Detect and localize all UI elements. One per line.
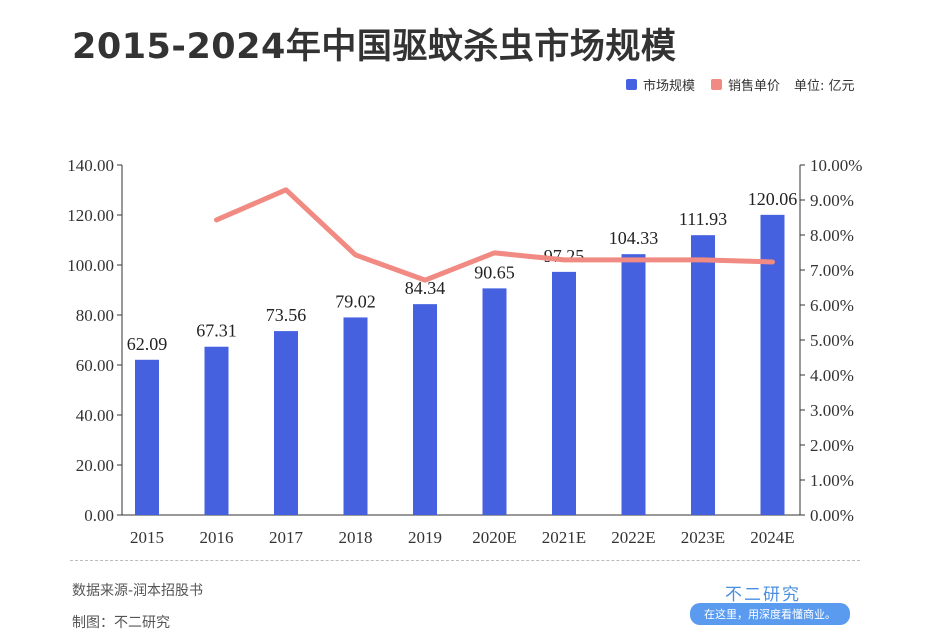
brand-logo: 不二研究 bbox=[725, 585, 801, 605]
bar-data-label: 73.56 bbox=[266, 305, 307, 325]
right-tick-label: 10.00% bbox=[810, 156, 862, 175]
bar-data-label: 111.93 bbox=[679, 209, 727, 229]
legend-line-swatch bbox=[711, 79, 723, 90]
legend: 市场规模 销售单价 单位: 亿元 bbox=[626, 75, 855, 94]
x-tick-label: 2015 bbox=[130, 528, 164, 547]
legend-bar-label: 市场规模 bbox=[643, 79, 696, 94]
bar bbox=[552, 271, 576, 515]
bar bbox=[413, 304, 437, 515]
right-tick-label: 7.00% bbox=[810, 261, 854, 280]
x-tick-label: 2022E bbox=[611, 528, 655, 547]
left-tick-label: 60.00 bbox=[76, 356, 114, 375]
left-tick-label: 80.00 bbox=[76, 306, 114, 325]
x-tick-label: 2023E bbox=[681, 528, 725, 547]
bar bbox=[760, 214, 785, 515]
right-tick-label: 9.00% bbox=[810, 191, 854, 210]
legend-bar-swatch bbox=[626, 79, 637, 90]
x-tick-label: 2017 bbox=[269, 528, 304, 547]
bar bbox=[621, 254, 646, 516]
bar bbox=[135, 359, 159, 515]
brand-slogan: 在这里，用深度看懂商业。 bbox=[690, 603, 850, 625]
bar-data-label: 62.09 bbox=[127, 334, 168, 354]
left-tick-label: 120.00 bbox=[67, 206, 114, 225]
bar-data-label: 90.65 bbox=[474, 262, 515, 282]
bar bbox=[691, 235, 715, 516]
bar bbox=[482, 288, 507, 515]
bar-data-label: 120.06 bbox=[748, 189, 798, 209]
right-tick-label: 1.00% bbox=[810, 471, 854, 490]
bar bbox=[204, 346, 229, 515]
maker-note: 制图：不二研究 bbox=[72, 615, 170, 631]
bar-data-label: 104.33 bbox=[609, 228, 659, 248]
bar-data-label: 79.02 bbox=[335, 291, 376, 311]
right-tick-label: 6.00% bbox=[810, 296, 854, 315]
x-tick-label: 2018 bbox=[339, 528, 373, 547]
x-tick-label: 2019 bbox=[408, 528, 442, 547]
x-tick-label: 2021E bbox=[542, 528, 586, 547]
right-tick-label: 0.00% bbox=[810, 506, 854, 525]
bar-data-label: 67.31 bbox=[196, 321, 237, 341]
bar bbox=[274, 331, 298, 515]
x-tick-label: 2024E bbox=[750, 528, 794, 547]
left-tick-label: 20.00 bbox=[76, 456, 114, 475]
right-tick-label: 5.00% bbox=[810, 331, 854, 350]
right-tick-label: 4.00% bbox=[810, 366, 854, 385]
right-tick-label: 8.00% bbox=[810, 226, 854, 245]
bar-data-label: 97.25 bbox=[544, 246, 585, 266]
left-tick-label: 100.00 bbox=[67, 256, 114, 275]
bar-data-label: 84.34 bbox=[405, 278, 446, 298]
bar bbox=[343, 317, 368, 515]
left-tick-label: 40.00 bbox=[76, 406, 114, 425]
left-tick-label: 0.00 bbox=[84, 506, 114, 525]
x-tick-label: 2016 bbox=[200, 528, 234, 547]
legend-line-label: 销售单价 bbox=[728, 79, 781, 94]
left-tick-label: 140.00 bbox=[67, 156, 114, 175]
footer-divider bbox=[70, 560, 860, 561]
right-tick-label: 2.00% bbox=[810, 436, 854, 455]
x-tick-label: 2020E bbox=[472, 528, 516, 547]
right-tick-label: 3.00% bbox=[810, 401, 854, 420]
line-series bbox=[214, 187, 775, 283]
source-note: 数据来源-润本招股书 bbox=[72, 583, 204, 599]
unit-label: 单位: 亿元 bbox=[794, 79, 855, 94]
chart-title: 2015-2024年中国驱蚊杀虫市场规模 bbox=[72, 27, 677, 67]
